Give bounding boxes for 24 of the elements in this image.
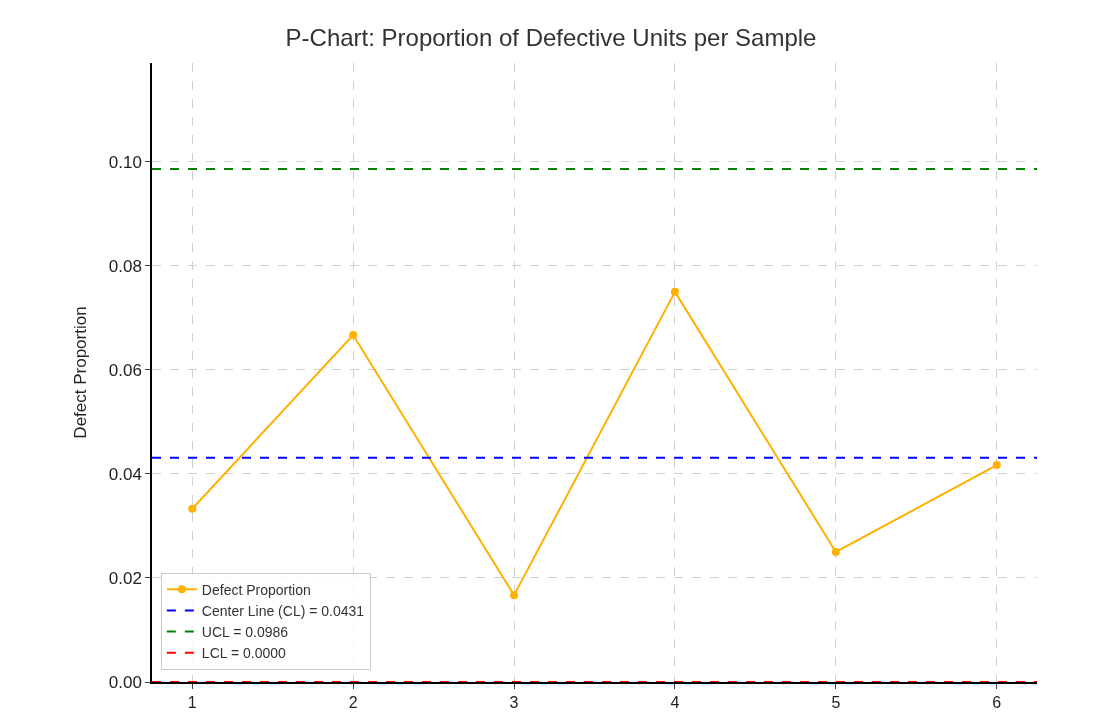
- chart-title: P-Chart: Proportion of Defective Units per Sample: [285, 23, 817, 51]
- y-axis-title: Defect Proportion: [70, 306, 90, 439]
- point: [349, 331, 358, 340]
- y-tick-label: 0.08: [108, 256, 142, 276]
- point: [831, 547, 840, 556]
- point: [510, 591, 519, 600]
- legend-label: UCL = 0.0986: [201, 624, 289, 641]
- y-tick-label: 0.06: [108, 360, 142, 380]
- legend-label: LCL = 0.0000: [201, 645, 286, 662]
- x-tick-label: 4: [670, 693, 680, 711]
- x-tick-label: 6: [992, 693, 1002, 711]
- x-tick-label: 2: [348, 693, 358, 711]
- y-tick-label: 0.10: [108, 152, 142, 172]
- y-tick-label: 0.02: [108, 568, 142, 588]
- point: [992, 461, 1001, 470]
- legend-label: Center Line (CL) = 0.0431: [201, 602, 365, 619]
- point: [670, 287, 679, 296]
- point: [188, 504, 197, 513]
- x-tick-label: 1: [187, 693, 197, 711]
- y-tick-label: 0.04: [108, 464, 142, 484]
- x-tick-label: 5: [831, 693, 841, 711]
- y-tick-label: 0.00: [108, 672, 142, 692]
- legend-label: Defect Proportion: [201, 581, 311, 598]
- x-tick-label: 3: [509, 693, 519, 711]
